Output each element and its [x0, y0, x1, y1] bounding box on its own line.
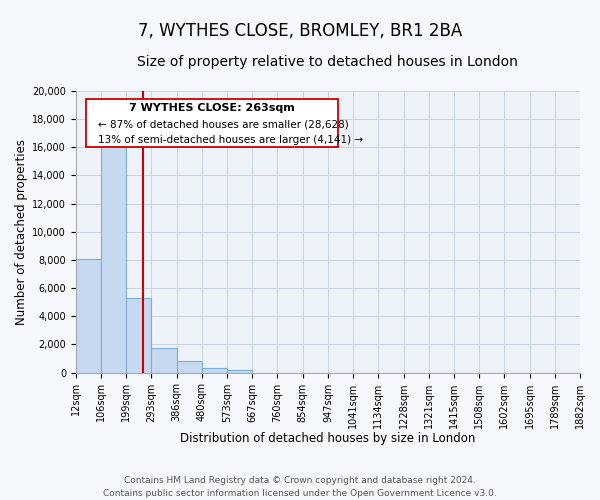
Text: 13% of semi-detached houses are larger (4,141) →: 13% of semi-detached houses are larger (…	[98, 134, 363, 144]
Bar	[126, 298, 151, 372]
Bar	[76, 258, 101, 372]
Text: 7 WYTHES CLOSE: 263sqm: 7 WYTHES CLOSE: 263sqm	[129, 103, 295, 113]
Text: Contains HM Land Registry data © Crown copyright and database right 2024.
Contai: Contains HM Land Registry data © Crown c…	[103, 476, 497, 498]
FancyBboxPatch shape	[86, 100, 338, 148]
Bar	[176, 362, 202, 372]
Text: 7, WYTHES CLOSE, BROMLEY, BR1 2BA: 7, WYTHES CLOSE, BROMLEY, BR1 2BA	[138, 22, 462, 40]
Y-axis label: Number of detached properties: Number of detached properties	[15, 139, 28, 325]
Bar	[227, 370, 252, 372]
Bar	[101, 140, 126, 372]
Title: Size of property relative to detached houses in London: Size of property relative to detached ho…	[137, 55, 518, 69]
Text: ← 87% of detached houses are smaller (28,628): ← 87% of detached houses are smaller (28…	[98, 119, 349, 129]
X-axis label: Distribution of detached houses by size in London: Distribution of detached houses by size …	[180, 432, 476, 445]
Bar	[151, 348, 176, 372]
Bar	[202, 368, 227, 372]
